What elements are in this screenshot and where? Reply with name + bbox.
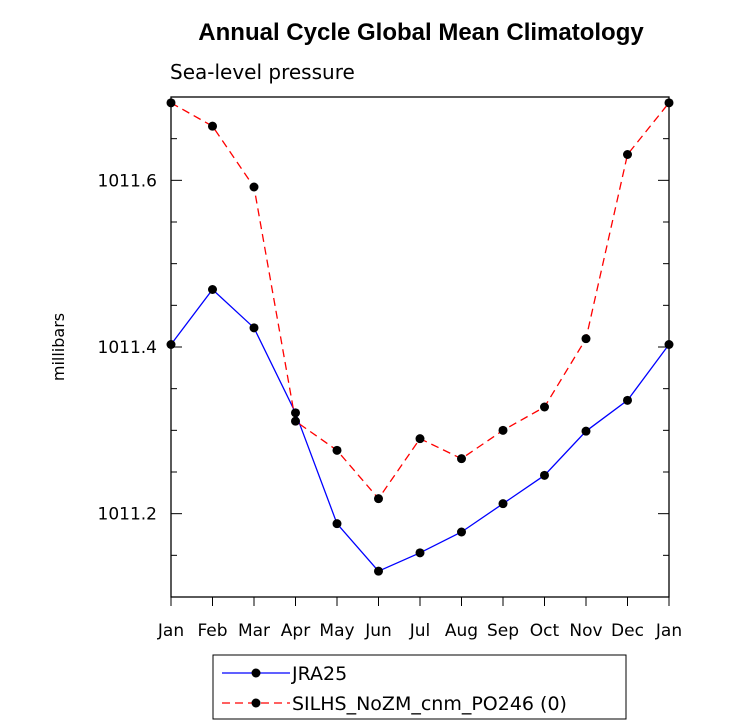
data-point-silhs — [498, 425, 508, 435]
x-tick-label: Aug — [445, 621, 478, 641]
data-point-jra25 — [208, 285, 217, 294]
axes: 1011.2 1011.4 1011.6 Jan Feb Mar Apr May Jun Jul A… — [98, 96, 682, 641]
x-tick-label: Jan — [157, 621, 184, 641]
chart-title: Annual Cycle Global Mean Climatology — [198, 19, 644, 46]
legend-box — [212, 654, 627, 720]
x-tick-label: Jun — [364, 621, 392, 641]
y-tick-label: 1011.4 — [98, 338, 157, 358]
data-point-jra25 — [457, 527, 466, 537]
data-point-silhs — [332, 445, 342, 455]
plot-area — [166, 98, 674, 576]
y-axis-label: millibars — [49, 313, 68, 381]
data-point-jra25 — [581, 426, 591, 436]
x-tick-label: Feb — [197, 621, 227, 641]
data-point-jra25 — [249, 323, 259, 333]
x-tick-label: Nov — [569, 621, 602, 641]
legend-label-silhs: SILHS_NoZM_cnm_PO246 (0) — [292, 693, 567, 715]
data-point-jra25 — [415, 548, 425, 558]
legend: JRA25 SILHS_NoZM_cnm_PO246 (0) — [222, 663, 567, 715]
legend-label-jra25: JRA25 — [291, 663, 347, 685]
data-point-silhs — [291, 416, 300, 426]
x-tick-label: Apr — [281, 621, 310, 641]
plot-frame — [170, 96, 670, 598]
data-point-silhs — [581, 334, 591, 344]
x-tick-label: Jan — [655, 621, 682, 641]
x-tick-label: Mar — [238, 621, 270, 641]
x-tick-label: Sep — [487, 621, 519, 641]
data-point-silhs — [374, 494, 383, 504]
legend-marker-silhs — [251, 698, 261, 708]
chart-subtitle: Sea-level pressure — [170, 60, 355, 84]
data-point-jra25 — [623, 395, 632, 405]
y-tick-label: 1011.2 — [98, 505, 157, 525]
data-point-jra25 — [332, 519, 342, 529]
data-point-silhs — [415, 434, 425, 444]
x-tick-label: Jul — [409, 621, 431, 641]
data-point-jra25 — [374, 566, 383, 576]
x-tick-label: May — [319, 621, 354, 641]
data-point-silhs — [540, 402, 549, 412]
data-point-silhs — [457, 454, 466, 464]
x-tick-label: Dec — [611, 621, 644, 641]
x-tick-label: Oct — [530, 621, 560, 641]
series-line-jra25 — [170, 288, 670, 572]
data-point-silhs — [208, 121, 217, 131]
data-point-silhs — [249, 182, 259, 192]
data-point-silhs — [623, 150, 632, 159]
data-point-jra25 — [291, 408, 300, 418]
y-tick-label: 1011.6 — [98, 171, 157, 191]
data-point-jra25 — [540, 470, 549, 480]
data-point-jra25 — [498, 499, 508, 509]
legend-marker-jra25 — [251, 668, 261, 678]
